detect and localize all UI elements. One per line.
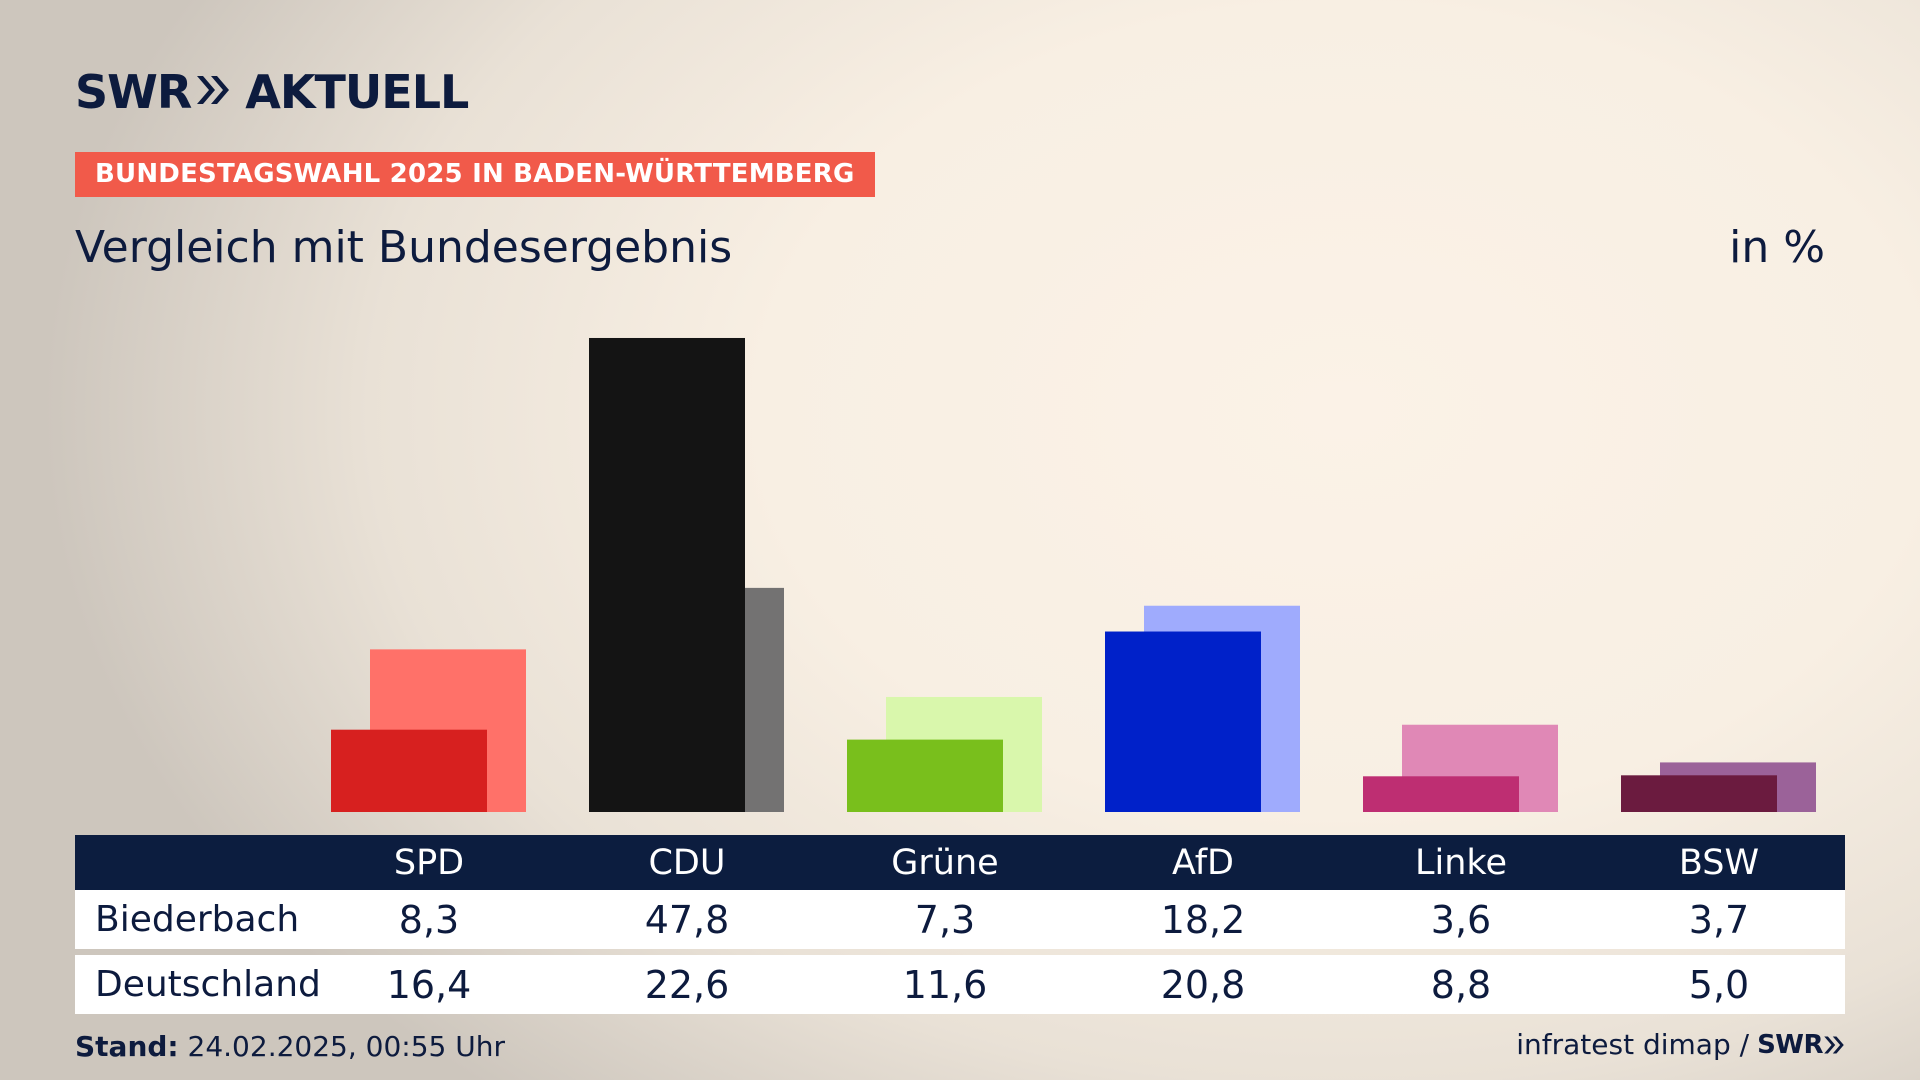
value-national-spd: 16,4	[386, 962, 472, 1007]
row-label-national: Deutschland	[95, 964, 321, 1005]
source-text: infratest dimap /	[1516, 1028, 1750, 1061]
stand-value: 24.02.2025, 00:55 Uhr	[187, 1030, 505, 1063]
stand-label: Stand:	[75, 1030, 179, 1063]
chart-subtitle: Vergleich mit Bundesergebnis	[75, 222, 733, 273]
value-national-cdu: 22,6	[644, 962, 730, 1007]
swr-small-logo: SWR	[1757, 1029, 1823, 1060]
value-national-grüne: 11,6	[902, 962, 988, 1007]
bar-chart	[331, 337, 1816, 812]
source-credit: infratest dimap / SWR	[1516, 1028, 1845, 1061]
column-header-bsw: BSW	[1678, 842, 1760, 883]
bar-local-afd	[1105, 631, 1261, 812]
bar-local-linke	[1363, 776, 1519, 812]
column-header-afd: AfD	[1172, 842, 1234, 883]
value-national-afd: 20,8	[1160, 962, 1246, 1007]
value-local-spd: 8,3	[398, 897, 460, 942]
value-local-linke: 3,6	[1430, 897, 1492, 942]
value-local-bsw: 3,7	[1688, 897, 1750, 942]
column-header-grüne: Grüne	[891, 842, 999, 883]
logo-swr-text: SWR	[75, 65, 192, 119]
bar-local-spd	[331, 729, 487, 812]
timestamp: Stand: 24.02.2025, 00:55 Uhr	[75, 1030, 505, 1063]
small-double-chevron-icon	[1824, 1035, 1844, 1054]
bar-local-grüne	[847, 739, 1003, 812]
table-row-local: Biederbach 8,3 47,8 7,3 18,2 3,6 3,7	[75, 890, 1845, 949]
table-header-row: SPD CDU Grüne AfD Linke BSW	[75, 835, 1845, 890]
value-local-cdu: 47,8	[644, 897, 730, 942]
column-header-linke: Linke	[1415, 842, 1507, 883]
value-local-grüne: 7,3	[914, 897, 976, 942]
value-local-afd: 18,2	[1160, 897, 1246, 942]
column-header-cdu: CDU	[648, 842, 726, 883]
swr-aktuell-logo: SWR AKTUELL	[75, 62, 469, 122]
unit-label: in %	[1729, 222, 1825, 273]
value-national-linke: 8,8	[1430, 962, 1492, 1007]
double-chevron-icon	[195, 65, 231, 119]
table-row-national: Deutschland 16,4 22,6 11,6 20,8 8,8 5,0	[75, 955, 1845, 1014]
bar-local-bsw	[1621, 775, 1777, 812]
column-header-spd: SPD	[393, 842, 465, 883]
row-label-local: Biederbach	[95, 899, 300, 940]
election-tag: BUNDESTAGSWAHL 2025 IN BADEN-WÜRTTEMBERG	[75, 152, 875, 197]
bar-local-cdu	[589, 337, 745, 812]
logo-aktuell-text: AKTUELL	[245, 65, 469, 119]
value-national-bsw: 5,0	[1688, 962, 1750, 1007]
results-table: SPD CDU Grüne AfD Linke BSW Biederbach 8,3 47,…	[75, 835, 1845, 1014]
